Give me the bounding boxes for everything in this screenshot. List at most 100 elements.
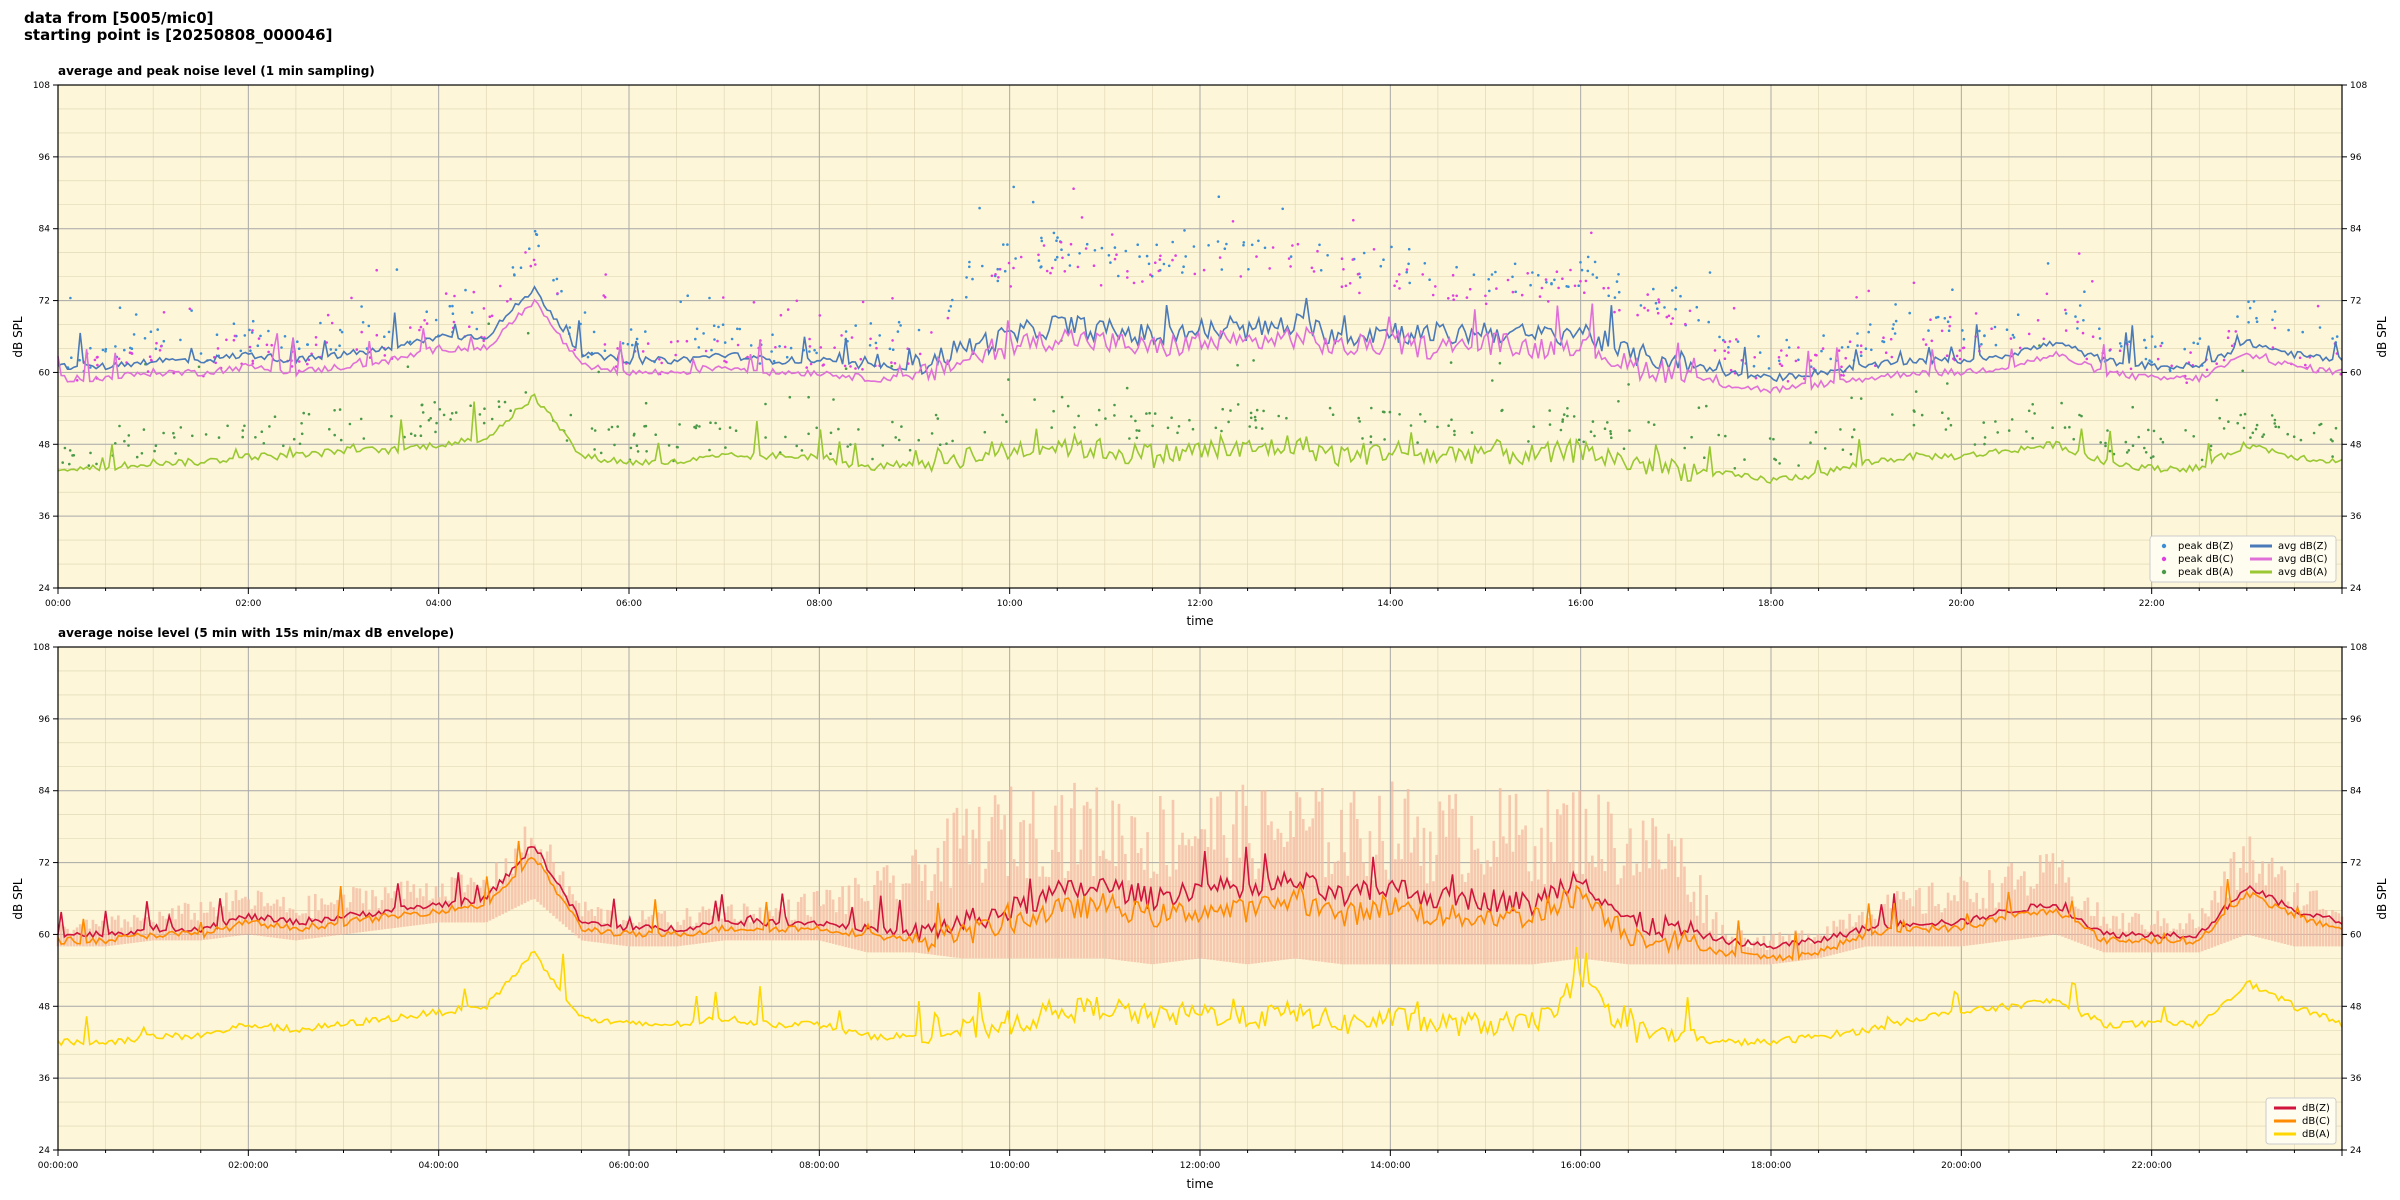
data-point <box>815 351 818 355</box>
data-point <box>1449 361 1453 364</box>
x-tick-label: 18:00 <box>1758 599 1784 609</box>
data-point <box>965 295 968 299</box>
data-point <box>770 350 773 353</box>
data-point <box>1097 408 1101 412</box>
data-point <box>1980 343 1983 346</box>
data-point <box>1177 425 1181 428</box>
data-point <box>1421 273 1424 276</box>
data-point <box>1607 294 1610 298</box>
data-point <box>1829 357 1832 361</box>
data-point <box>1943 317 1947 320</box>
data-point <box>1951 288 1954 292</box>
data-point <box>423 319 426 322</box>
data-point <box>1153 412 1157 415</box>
series-peak-db-a- <box>61 322 2338 470</box>
data-point <box>1113 414 1116 417</box>
data-point <box>1220 268 1224 271</box>
data-point <box>1582 440 1585 444</box>
data-point <box>900 425 903 428</box>
data-point <box>2218 416 2221 420</box>
data-point <box>267 329 270 333</box>
data-point <box>1584 279 1588 283</box>
data-point <box>1583 291 1586 295</box>
data-point <box>1351 258 1355 261</box>
data-point <box>1591 273 1595 276</box>
data-point <box>1050 426 1053 429</box>
data-point <box>93 358 97 362</box>
data-point <box>1914 390 1918 393</box>
data-point <box>2072 437 2075 441</box>
data-point <box>104 350 107 353</box>
data-point <box>142 428 146 431</box>
data-point <box>758 362 762 365</box>
data-point <box>1708 271 1712 274</box>
data-point <box>1340 257 1344 261</box>
data-point <box>1171 258 1174 262</box>
data-point <box>795 299 799 303</box>
data-point <box>2154 345 2157 349</box>
data-point <box>1372 248 1376 251</box>
data-point <box>723 359 726 363</box>
data-point <box>1066 404 1070 408</box>
data-point <box>1603 427 1607 431</box>
data-point <box>1155 243 1158 247</box>
data-point <box>2104 441 2107 445</box>
data-point <box>482 307 486 310</box>
data-point <box>1538 295 1542 298</box>
data-point <box>1548 409 1551 412</box>
y-axis-label-right: dB SPL <box>2375 316 2389 358</box>
data-point <box>2045 292 2049 296</box>
y-tick-label: 60 <box>39 930 51 940</box>
data-point <box>1145 412 1148 415</box>
data-point <box>1370 406 1373 410</box>
data-point <box>1849 452 1853 456</box>
data-point <box>1084 247 1088 250</box>
data-point <box>2185 381 2188 385</box>
series-line-avg-db-c- <box>57 298 2343 394</box>
data-point <box>641 350 645 353</box>
data-point <box>1184 255 1187 258</box>
data-point <box>1848 340 1852 344</box>
figure-header: data from [5005/mic0] starting point is … <box>24 10 332 44</box>
data-point <box>1252 359 1255 362</box>
data-point <box>2255 320 2259 324</box>
data-point <box>789 346 793 350</box>
x-axis-label: time <box>1186 1177 1213 1191</box>
data-point <box>1602 286 1605 290</box>
data-point <box>1059 240 1063 244</box>
data-point <box>1607 286 1610 290</box>
data-point <box>918 352 922 356</box>
data-point <box>2331 337 2334 340</box>
data-point <box>225 338 228 342</box>
data-point <box>1054 258 1057 262</box>
data-point <box>1628 429 1631 432</box>
data-point <box>297 347 301 351</box>
data-point <box>602 294 605 297</box>
data-point <box>2074 315 2077 318</box>
data-point <box>713 338 716 341</box>
legend: peak dB(Z) peak dB(C) peak dB(A) avg dB(Z) a… <box>2149 535 2337 583</box>
data-point <box>2143 446 2146 450</box>
data-point <box>2243 412 2247 416</box>
data-point <box>1912 423 1916 427</box>
data-point <box>917 328 921 332</box>
data-point <box>1242 243 1245 247</box>
data-point <box>1124 249 1128 253</box>
data-point <box>1606 421 1609 424</box>
data-point <box>1506 278 1510 282</box>
data-point <box>2152 429 2156 433</box>
data-point <box>2152 455 2155 458</box>
data-point <box>694 337 697 341</box>
data-point <box>1894 319 1898 323</box>
data-point <box>603 343 607 346</box>
data-point <box>1869 323 1872 326</box>
data-point <box>1214 426 1218 430</box>
data-point <box>968 260 971 264</box>
data-point <box>395 268 399 271</box>
data-point <box>1202 268 1206 272</box>
data-point <box>569 413 573 417</box>
data-point <box>808 337 811 341</box>
data-point <box>702 332 705 335</box>
data-point <box>846 445 849 448</box>
data-point <box>1526 272 1529 275</box>
